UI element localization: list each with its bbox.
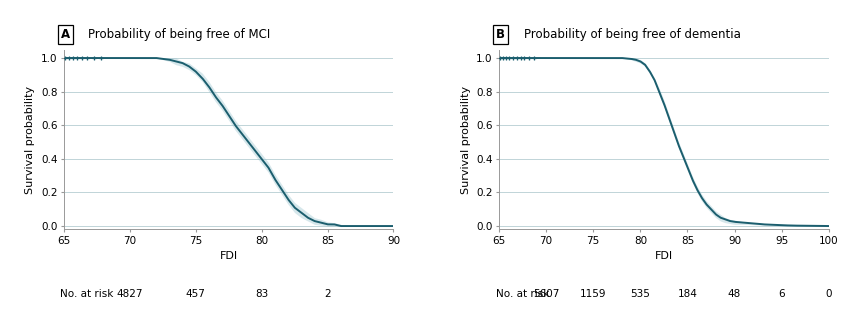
Text: 5607: 5607 — [533, 289, 559, 299]
Text: 2: 2 — [324, 289, 331, 299]
Text: Probability of being free of MCI: Probability of being free of MCI — [88, 28, 271, 41]
X-axis label: FDI: FDI — [219, 251, 238, 261]
Text: 6: 6 — [779, 289, 785, 299]
Text: A: A — [60, 28, 70, 41]
Y-axis label: Survival probability: Survival probability — [461, 86, 471, 193]
X-axis label: FDI: FDI — [654, 251, 673, 261]
Text: B: B — [496, 28, 505, 41]
Text: 457: 457 — [185, 289, 206, 299]
Text: Probability of being free of dementia: Probability of being free of dementia — [524, 28, 740, 41]
Text: 4827: 4827 — [116, 289, 143, 299]
Text: 0: 0 — [825, 289, 832, 299]
Text: 184: 184 — [677, 289, 697, 299]
Text: 48: 48 — [728, 289, 741, 299]
Y-axis label: Survival probability: Survival probability — [26, 86, 36, 193]
Text: 1159: 1159 — [580, 289, 606, 299]
Text: 83: 83 — [255, 289, 269, 299]
Text: 535: 535 — [631, 289, 650, 299]
Text: No. at risk: No. at risk — [496, 289, 549, 299]
Text: No. at risk: No. at risk — [60, 289, 114, 299]
